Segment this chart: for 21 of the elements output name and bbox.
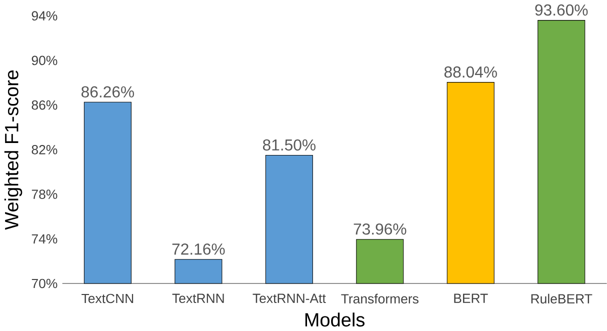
data-label: 86.26% — [81, 86, 134, 98]
x-axis-title: Models — [305, 312, 365, 327]
x-tick-label: TextRNN — [172, 294, 224, 304]
data-label: 72.16% — [172, 244, 225, 255]
x-tick-label: Transformers — [341, 294, 418, 304]
y-tick-label: 90% — [32, 56, 58, 66]
y-tick-label: 94% — [32, 11, 58, 21]
y-axis-title: Weighted F1-score — [4, 70, 22, 230]
y-tick-label: 86% — [32, 100, 58, 110]
x-tick-label: RuleBERT — [531, 294, 592, 304]
y-tick-label: 82% — [32, 145, 58, 154]
y-tick-label: 74% — [32, 234, 58, 244]
data-label: 88.04% — [444, 66, 497, 78]
x-tick-label: TextCNN — [82, 294, 134, 304]
x-tick-label: BERT — [454, 294, 488, 303]
x-tick-label: TextRNN-Att — [252, 294, 326, 304]
y-tick-label: 78% — [32, 190, 58, 199]
data-label: 73.96% — [354, 223, 406, 235]
data-label: 81.50% — [262, 139, 316, 151]
data-label: 93.60% — [535, 4, 588, 16]
y-tick-label: 70% — [32, 278, 58, 288]
